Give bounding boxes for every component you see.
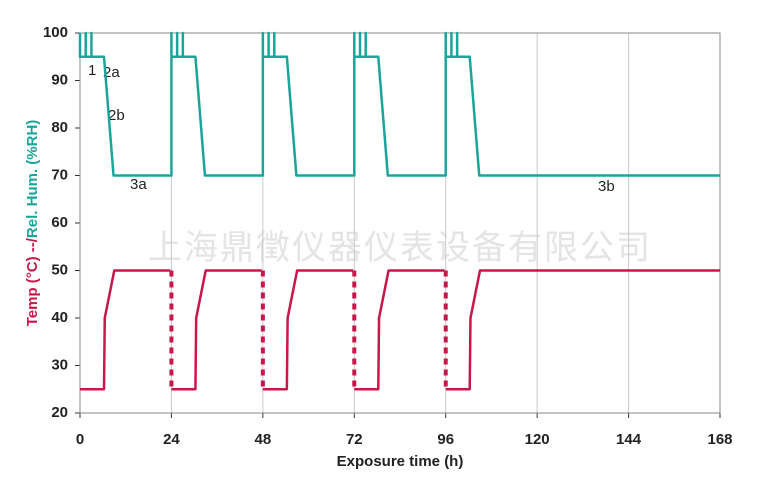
- y-tick-label: 70: [51, 166, 68, 183]
- y-tick-label: 30: [51, 356, 68, 373]
- x-tick-label: 0: [76, 431, 84, 448]
- y-label-temp: Temp (°C) --/: [24, 237, 41, 326]
- annotation: 1: [88, 62, 96, 79]
- y-label-hum: Rel. Hum. (%RH): [24, 120, 41, 238]
- x-tick-label: 144: [616, 431, 642, 448]
- x-tick-label: 48: [255, 431, 272, 448]
- annotation: 3a: [130, 176, 147, 193]
- x-tick-label: 96: [437, 431, 454, 448]
- annotation: 2b: [108, 107, 125, 124]
- y-tick-label: 90: [51, 71, 68, 88]
- y-tick-label: 20: [51, 404, 68, 421]
- x-tick-label: 24: [163, 431, 180, 448]
- x-tick-label: 168: [707, 431, 732, 448]
- y-tick-label: 80: [51, 119, 68, 136]
- x-axis-label: Exposure time (h): [337, 453, 464, 470]
- annotation: 3b: [598, 178, 615, 195]
- watermark: 上海鼎徵仪器仪表设备有限公司: [148, 229, 652, 267]
- data-line: [78, 31, 720, 177]
- data-line: [169, 270, 448, 390]
- annotation: 2a: [103, 64, 120, 81]
- y-tick-label: 100: [43, 24, 68, 41]
- y-tick-label: 40: [51, 309, 68, 326]
- x-tick-label: 120: [525, 431, 550, 448]
- y-axis-label: Temp (°C) --/Rel. Hum. (%RH): [24, 120, 41, 327]
- y-tick-label: 60: [51, 214, 68, 231]
- x-tick-label: 72: [346, 431, 363, 448]
- data-line: [80, 269, 720, 391]
- y-tick-label: 50: [51, 261, 68, 278]
- plot-frame: [79, 32, 721, 414]
